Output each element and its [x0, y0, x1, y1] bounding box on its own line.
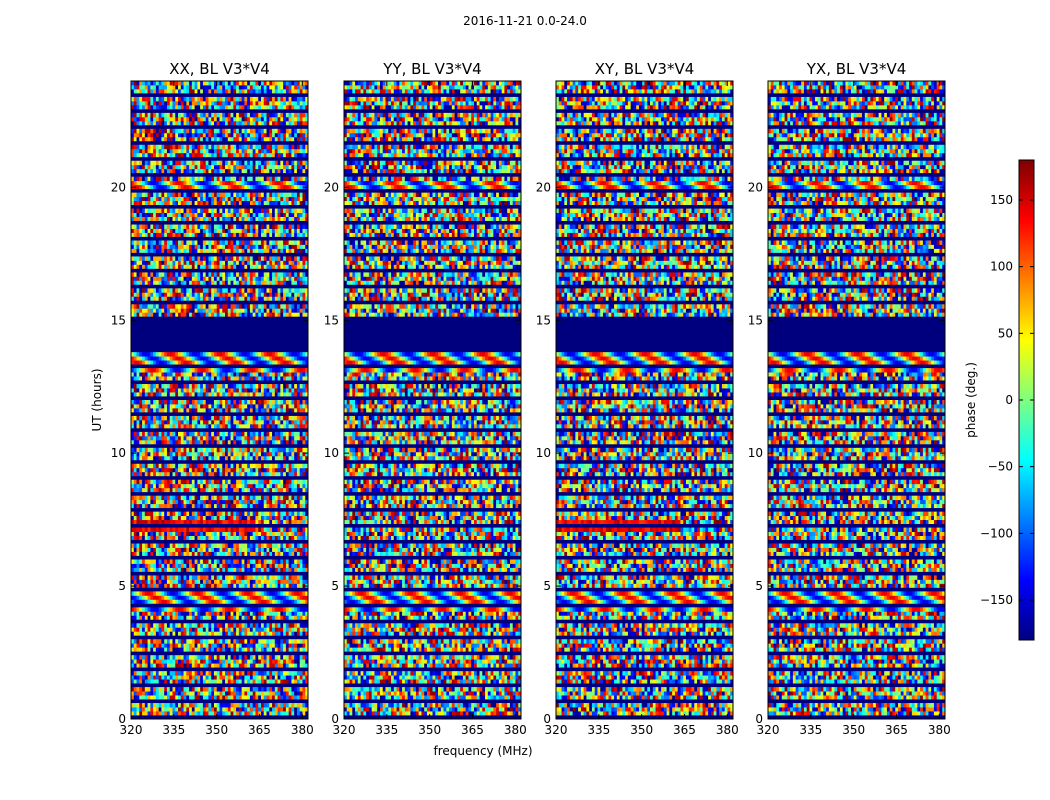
y-tick-label: 15 — [748, 313, 763, 327]
figure-title: 2016-11-21 0.0-24.0 — [0, 14, 1050, 28]
panel-title: YY, BL V3*V4 — [382, 60, 481, 78]
colorbar-tick-label: −100 — [980, 526, 1013, 540]
x-tick-label: 335 — [162, 723, 185, 737]
x-tick-label: 380 — [716, 723, 739, 737]
y-tick-label: 5 — [543, 579, 551, 593]
x-tick-label: 320 — [333, 723, 356, 737]
y-tick-label: 15 — [111, 313, 126, 327]
phase-image — [556, 81, 733, 719]
x-tick-label: 365 — [673, 723, 696, 737]
x-tick-label: 320 — [757, 723, 780, 737]
phase-image — [344, 81, 521, 719]
colorbar-label: phase (deg.) — [964, 362, 978, 438]
colorbar-tick-label: 100 — [990, 260, 1013, 274]
x-tick-label: 380 — [504, 723, 527, 737]
colorbar-tick-label: −50 — [988, 460, 1013, 474]
x-tick-label: 365 — [885, 723, 908, 737]
panel-2: YY, BL V3*V4 320 335 350 365 380 0 5 10 15 20 — [324, 60, 527, 737]
y-tick-label: 15 — [536, 313, 551, 327]
x-tick-label: 380 — [291, 723, 314, 737]
x-tick-label: 350 — [418, 723, 441, 737]
y-tick-label: 5 — [755, 579, 763, 593]
x-tick-label: 380 — [928, 723, 951, 737]
x-tick-label: 365 — [248, 723, 271, 737]
panel-frame — [767, 80, 946, 720]
panel-frame — [555, 80, 734, 720]
colorbar-tick-label: 0 — [1005, 393, 1013, 407]
y-tick-label: 10 — [536, 446, 551, 460]
y-tick-label: 5 — [118, 579, 126, 593]
x-tick-label: 335 — [375, 723, 398, 737]
x-tick-label: 365 — [461, 723, 484, 737]
panel-4: YX, BL V3*V4 320 335 350 365 380 0 5 10 15 20 — [748, 60, 951, 737]
panel-title: XX, BL V3*V4 — [169, 60, 270, 78]
panel-title: XY, BL V3*V4 — [595, 60, 695, 78]
y-tick-label: 15 — [324, 313, 339, 327]
x-tick-label: 350 — [205, 723, 228, 737]
y-axis-label: UT (hours) — [90, 368, 104, 431]
y-tick-label: 0 — [755, 712, 763, 726]
phase-image — [768, 81, 945, 719]
y-tick-label: 10 — [748, 446, 763, 460]
colorbar-gradient — [1019, 160, 1034, 640]
colorbar-tick-label: 150 — [990, 193, 1013, 207]
x-tick-label: 335 — [587, 723, 610, 737]
panel-3: XY, BL V3*V4 320 335 350 365 380 0 5 10 15 20 — [536, 60, 739, 737]
y-tick-label: 20 — [324, 180, 339, 194]
panel-frame — [130, 80, 309, 720]
y-tick-label: 0 — [543, 712, 551, 726]
y-tick-label: 20 — [111, 180, 126, 194]
y-tick-label: 10 — [324, 446, 339, 460]
panel-1: XX, BL V3*V4 320 335 350 365 380 0 5 10 15 20 — [111, 60, 314, 737]
x-tick-label: 320 — [545, 723, 568, 737]
colorbar-tick-label: −150 — [980, 593, 1013, 607]
y-tick-label: 20 — [748, 180, 763, 194]
y-tick-label: 20 — [536, 180, 551, 194]
x-tick-label: 350 — [630, 723, 653, 737]
y-tick-label: 0 — [331, 712, 339, 726]
x-tick-label: 350 — [842, 723, 865, 737]
y-tick-label: 10 — [111, 446, 126, 460]
x-tick-label: 335 — [799, 723, 822, 737]
panel-frame — [343, 80, 522, 720]
y-tick-label: 5 — [331, 579, 339, 593]
colorbar-tick-label: 50 — [998, 326, 1013, 340]
x-axis-label: frequency (MHz) — [433, 744, 532, 758]
y-tick-label: 0 — [118, 712, 126, 726]
panel-title: YX, BL V3*V4 — [806, 60, 907, 78]
x-tick-label: 320 — [120, 723, 143, 737]
phase-image — [131, 81, 308, 719]
